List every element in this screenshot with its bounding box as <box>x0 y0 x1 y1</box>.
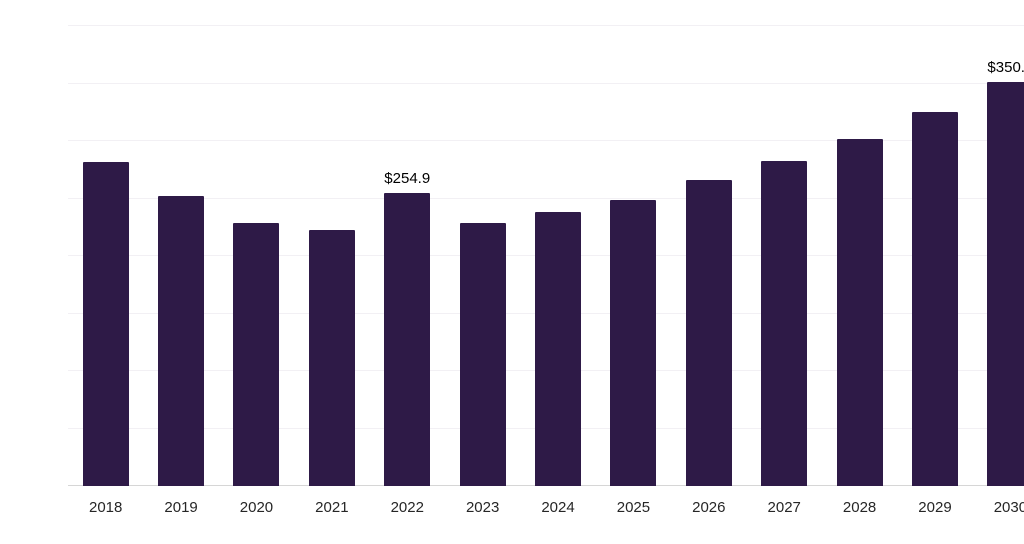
bar-cell <box>143 26 218 486</box>
bar <box>911 112 958 486</box>
bar-cell <box>671 26 746 486</box>
x-tick-label: 2026 <box>692 499 726 516</box>
x-tick-label: 2018 <box>89 499 123 516</box>
bar <box>158 196 205 486</box>
bar-cell <box>294 26 369 486</box>
bar <box>761 160 808 486</box>
bar <box>535 212 582 486</box>
bar-cell <box>822 26 897 486</box>
x-tick-label: 2029 <box>918 499 952 516</box>
bar-cell <box>596 26 671 486</box>
bar <box>384 192 431 486</box>
bar <box>82 161 129 486</box>
x-tick-label: 2022 <box>390 499 424 516</box>
bar-cell <box>445 26 520 486</box>
x-tick-label: 2024 <box>541 499 575 516</box>
gridline <box>68 197 1024 199</box>
bar-cell <box>219 26 294 486</box>
x-tick-label: 2023 <box>465 499 500 516</box>
bar-value-label: $254.9 <box>384 169 431 187</box>
bar-value-label: $350.9 <box>987 59 1024 77</box>
x-tick-label: 2030 <box>993 499 1024 516</box>
bars-layer: $254.9 $350.9 <box>68 26 1024 486</box>
bar-cell <box>747 26 822 486</box>
x-axis-labels: 2018 2019 2020 2021 2022 2023 2024 2025 2026 2027… <box>68 499 1024 516</box>
bar <box>987 82 1024 486</box>
bar <box>308 229 355 486</box>
gridline <box>68 25 1024 26</box>
bar-cell <box>897 26 972 486</box>
bar-cell: $350.9 <box>973 26 1024 486</box>
gridline <box>68 140 1024 141</box>
gridline <box>68 82 1024 84</box>
bar <box>459 222 506 486</box>
bar <box>836 138 883 486</box>
bar <box>233 222 280 486</box>
plot-area: $254.9 $350.9 <box>68 25 1024 486</box>
bar-chart: $254.9 $350.9 2018 2019 2020 2021 2022 2023 202… <box>40 16 1024 528</box>
x-tick-label: 2025 <box>616 499 651 516</box>
x-tick-label: 2020 <box>239 499 274 516</box>
bar-cell <box>520 26 595 486</box>
bar-cell <box>68 26 143 486</box>
bar-cell: $254.9 <box>370 26 445 486</box>
x-tick-label: 2021 <box>315 499 349 516</box>
bar <box>685 180 732 486</box>
x-tick-label: 2019 <box>164 499 198 516</box>
x-tick-label: 2028 <box>842 499 877 516</box>
x-tick-label: 2027 <box>767 499 801 516</box>
bar <box>610 199 657 486</box>
